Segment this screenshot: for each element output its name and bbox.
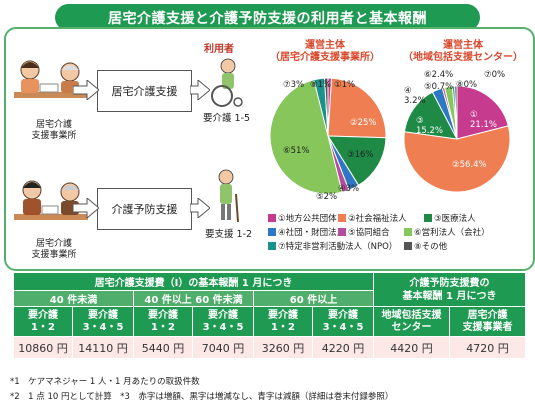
pie-slice-2 (403, 125, 511, 193)
pie1-label-3: ③16% (347, 150, 374, 160)
care-service-label: 居宅介護支援 (111, 85, 178, 98)
pie2-label-1: ① 21.1% (470, 110, 498, 130)
care-provider-caption: 居宅介護 支援事業所 (31, 120, 77, 141)
legend-swatch (338, 228, 346, 236)
footnote-1: *1 ケアマネジャー 1 人・1 月あたりの取扱件数 (10, 377, 200, 387)
sub-header: 要介護 3・4・5 (72, 306, 134, 337)
fee-value-cell: 10860 円 (13, 336, 73, 359)
pie2-title: 運営主体 （地域包括支援センター） (403, 40, 523, 63)
pie2-label-4: ④ 3.2% (404, 86, 426, 106)
prevention-fee-header: 介護予防支援費の 基本報酬 1 月につき (373, 272, 526, 307)
cane-user-icon (218, 169, 239, 223)
legend-swatch (268, 228, 276, 236)
care-service-box: 居宅介護支援 (97, 70, 192, 112)
legend-item: ①地方公共団体 (268, 212, 337, 224)
legend-label: ⑤協同組合 (348, 228, 390, 238)
pie2-label-5: ⑤0.7% (424, 82, 454, 92)
care-fee-header: 居宅介護支援費（Ⅰ）の基本報酬 1 月につき (13, 272, 374, 291)
legend-item: ⑤協同組合 (338, 226, 390, 238)
legend-swatch (268, 242, 276, 250)
fee-value-cell: 4720 円 (449, 336, 526, 359)
legend-swatch (268, 214, 276, 222)
pie-slice-8 (454, 85, 458, 140)
fee-value-cell: 3260 円 (253, 336, 313, 359)
legend-item: ⑦特定非営利活動法人（NPO） (268, 240, 397, 252)
legend-label: ①地方公共団体 (278, 214, 337, 224)
sub-header: 要介護 3・4・5 (312, 306, 374, 337)
sub-header: 要介護 1・2 (13, 306, 73, 337)
legend-item: ③医療法人 (424, 212, 476, 224)
legend-swatch (404, 228, 412, 236)
pie1-label-7: ⑦3% (283, 80, 305, 90)
legend-label: ③医療法人 (434, 214, 476, 224)
footnote-2: *2 1 点 10 円として計算 *3 赤字は増額、黒字は増減なし、青字は減額（… (10, 392, 394, 402)
legend-item: ⑧その他 (404, 240, 447, 252)
legend-swatch (338, 214, 346, 222)
prevention-service-label: 介護予防支援 (111, 203, 178, 216)
sub-header: 要介護 3・4・5 (192, 306, 254, 337)
legend-swatch (424, 214, 432, 222)
legend-item: ②社会福祉法人 (338, 212, 407, 224)
fee-value-cell: 7040 円 (192, 336, 254, 359)
pie1-label-2: ②25% (350, 118, 377, 128)
pie-slice-3 (327, 135, 387, 187)
group-header: 40 件以上 60 件未満 (133, 290, 254, 307)
pie2-chart (403, 85, 511, 193)
pie2-label-3: ③ 15.2% (416, 116, 444, 136)
sub-header: 居宅介護 支援事業者 (449, 306, 526, 337)
group-header: 60 件以上 (253, 290, 374, 307)
legend-label: ④社団・財団法人 (278, 228, 346, 238)
pie1-title: 運営主体 （居宅介護支援事業所） (270, 40, 380, 63)
pie2-label-6: ⑥2.4% (424, 70, 454, 80)
sub-header: 要介護 1・2 (133, 306, 193, 337)
pie1-label-8: ⑧1% (310, 80, 332, 90)
pie2-label-7: ⑦0% (484, 70, 506, 80)
fee-value-cell: 5440 円 (133, 336, 193, 359)
fee-table: 居宅介護支援費（Ⅰ）の基本報酬 1 月につき 介護予防支援費の 基本報酬 1 月… (13, 272, 526, 359)
page-title-text: 居宅介護支援と介護予防支援の利用者と基本報酬 (108, 10, 427, 27)
prevention-provider-caption: 居宅介護 支援事業所 (31, 239, 77, 260)
sub-header: 地域包括支援 センター (373, 306, 450, 337)
legend-label: ⑥営利法人（会社） (414, 228, 490, 238)
pie1-label-1: ①1% (334, 80, 356, 90)
group-header: 40 件未満 (13, 290, 134, 307)
legend-label: ⑦特定非営利活動法人（NPO） (278, 242, 398, 252)
right-arrow-care (190, 80, 210, 100)
right-arrow-prevention (190, 198, 210, 218)
legend-swatch (404, 242, 412, 250)
pie1-label-4: ④3% (338, 184, 360, 194)
pie1-chart (269, 77, 387, 195)
fee-value-cell: 14110 円 (72, 336, 134, 359)
left-arrow-prevention (73, 198, 99, 218)
sub-header: 要介護 1・2 (253, 306, 313, 337)
left-arrow-care (73, 80, 99, 100)
pie-slice-6 (269, 79, 343, 195)
users-heading: 利用者 (204, 44, 234, 55)
fee-value-cell: 4420 円 (373, 336, 450, 359)
prevention-service-box: 介護予防支援 (97, 188, 192, 230)
pie1-label-6: ⑥51% (283, 146, 310, 156)
pie2-label-2: ②56.4% (452, 160, 487, 170)
care-level-label: 要介護 1-5 (203, 113, 251, 124)
pie1-label-5: ⑤2% (316, 192, 338, 202)
pie-slice-2 (327, 77, 387, 139)
pie-slice-3 (403, 91, 458, 140)
support-level-label: 要支援 1-2 (205, 229, 253, 240)
pie-slice-1 (456, 85, 509, 140)
legend-label: ②社会福祉法人 (348, 214, 407, 224)
wheelchair-user-icon (211, 58, 243, 107)
pie-slice-8 (323, 77, 329, 137)
legend-item: ④社団・財団法人 (268, 226, 345, 238)
legend-item: ⑥営利法人（会社） (404, 226, 490, 238)
legend-label: ⑧その他 (414, 242, 448, 252)
fee-value-cell: 4220 円 (312, 336, 374, 359)
pie2-label-8: ⑧0% (456, 80, 478, 90)
page-title: 居宅介護支援と介護予防支援の利用者と基本報酬 (55, 4, 480, 31)
